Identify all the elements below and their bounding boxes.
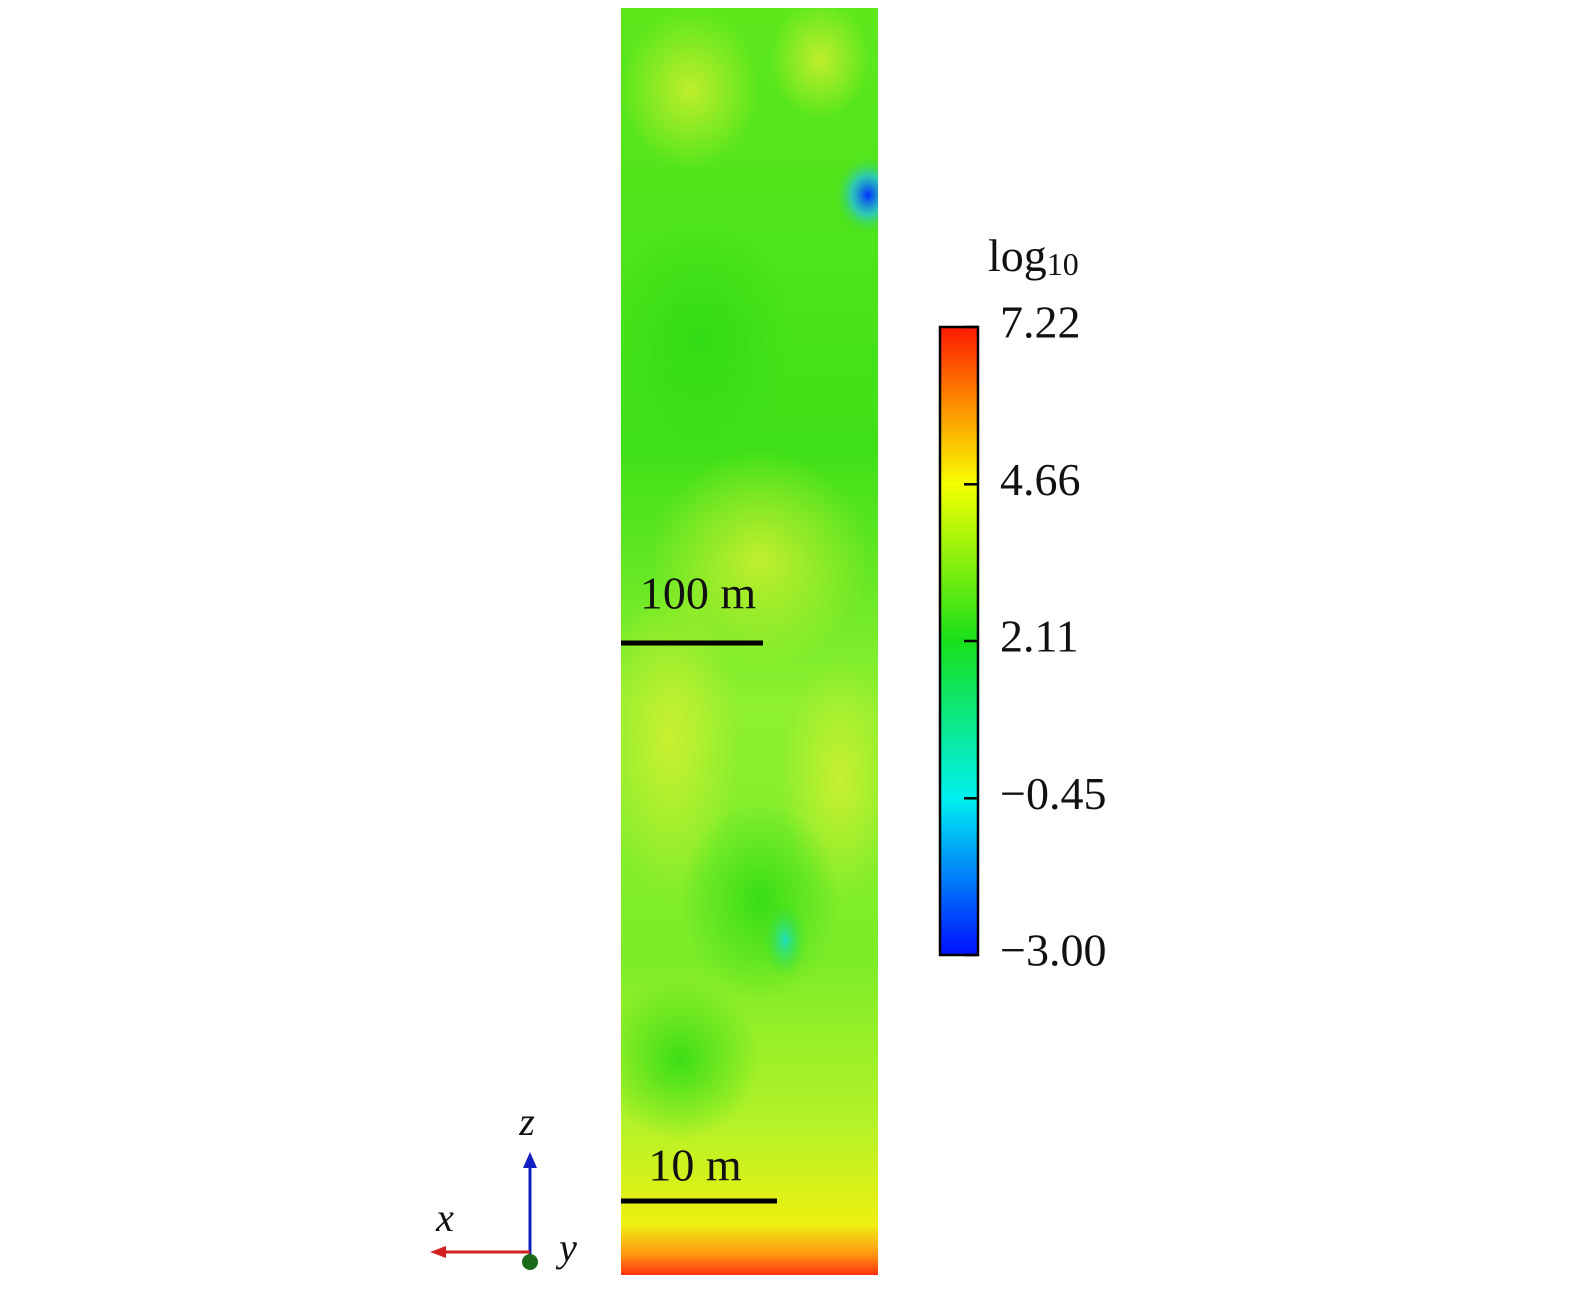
axis-label: z [518,1099,535,1144]
scale-bar-label: 10 m [648,1140,742,1191]
scale-bar-label: 100 m [640,568,757,619]
axis-label: y [555,1225,577,1270]
colorbar-tick-label: 2.11 [1000,611,1079,662]
colorbar-ticks: 7.22 4.66 2.11 −0.45 −3.00 [964,297,1106,976]
field [621,8,878,1275]
colorbar-title-text: log [988,230,1047,281]
colorbar-tick-label: 7.22 [1000,297,1081,348]
axis-label: x [435,1195,454,1240]
colorbar-title: log10 [988,230,1079,283]
colorbar-tick-label: −0.45 [1000,768,1106,819]
axes-triad: z x y [430,1099,577,1270]
colorbar-title-subscript: 10 [1047,246,1079,282]
colorbar-tick-label: 4.66 [1000,454,1081,505]
colorbar-tick-label: −3.00 [1000,925,1106,976]
